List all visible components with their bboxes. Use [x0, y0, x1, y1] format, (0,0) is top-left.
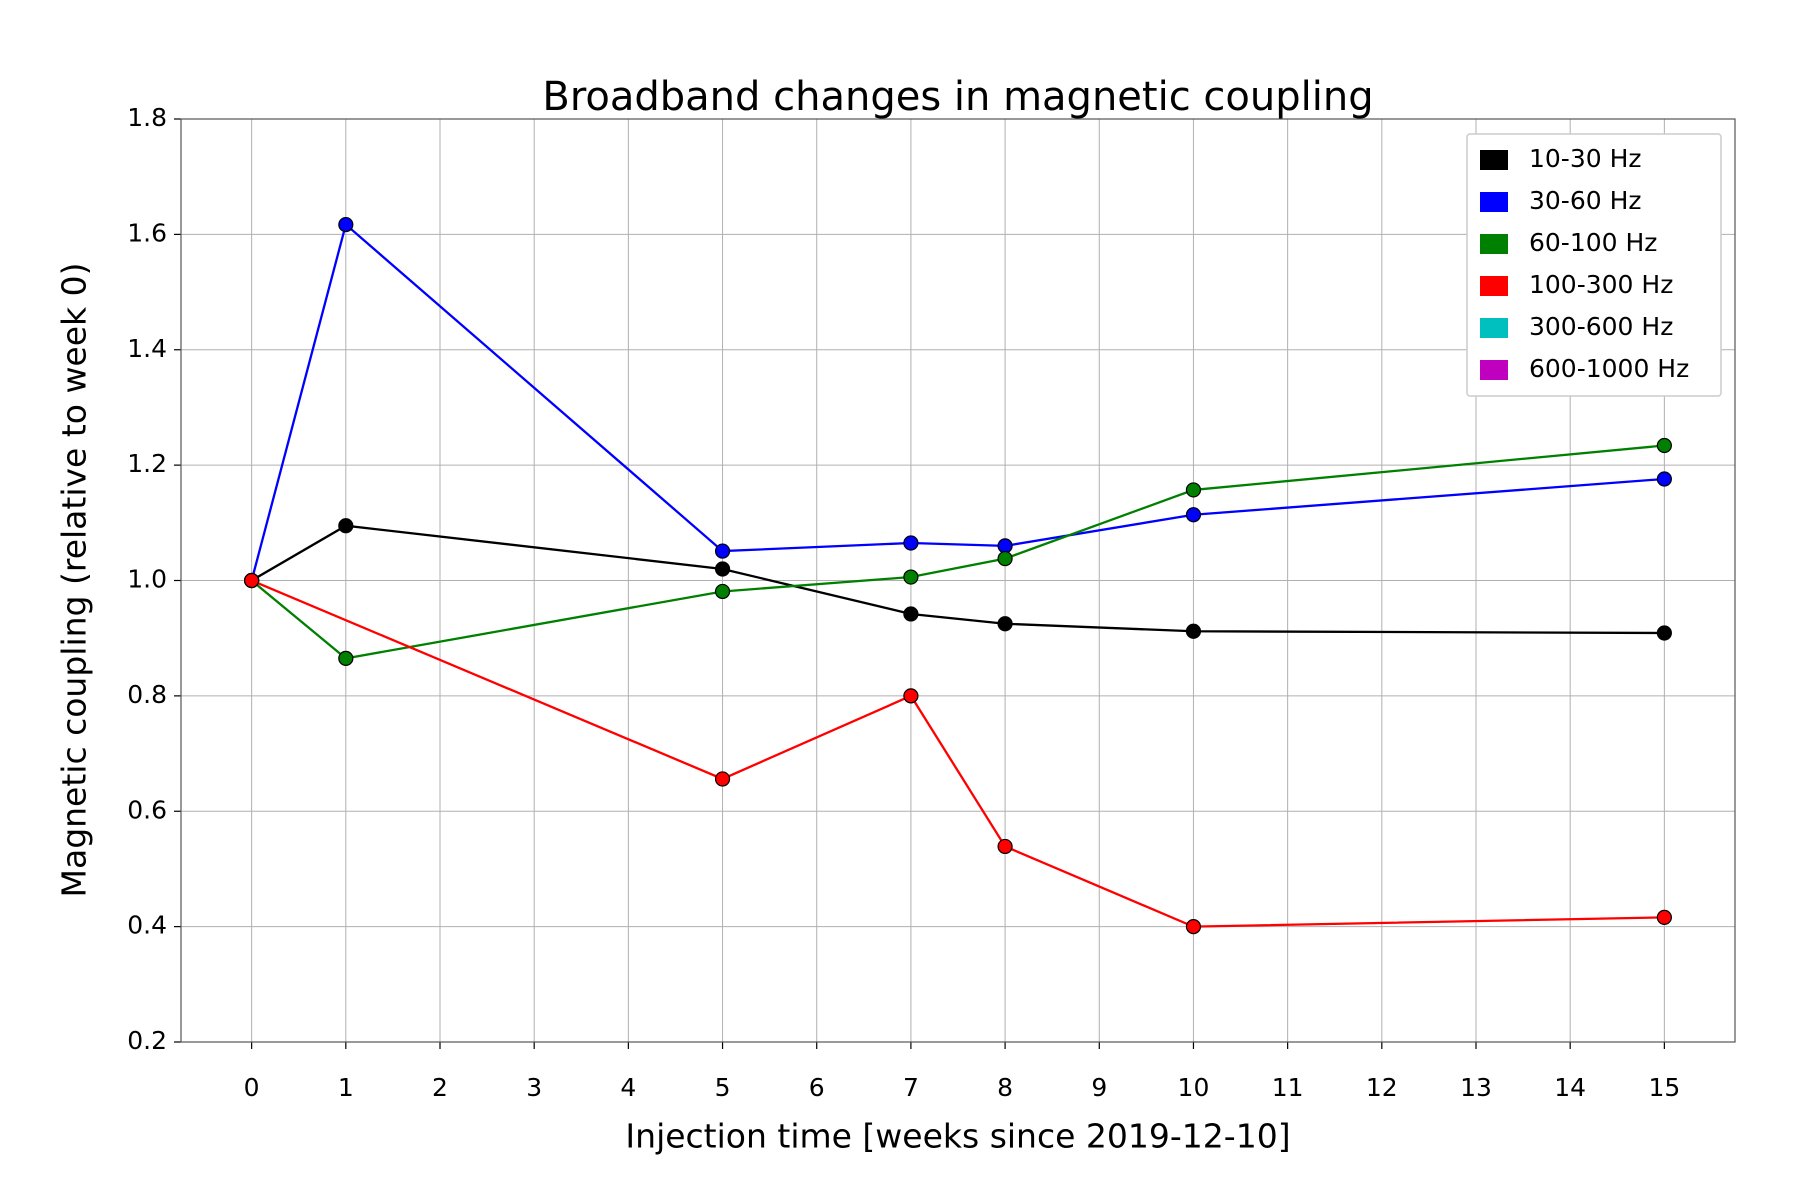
legend-swatch — [1480, 318, 1508, 338]
legend-box — [1466, 133, 1722, 397]
data-point — [1185, 919, 1202, 935]
x-tick-label: 11 — [1272, 1073, 1304, 1102]
x-tick-label: 13 — [1460, 1073, 1492, 1102]
y-tick-label: 1.6 — [127, 218, 167, 247]
x-tick-label: 7 — [903, 1073, 919, 1102]
legend: 10-30 Hz 30-60 Hz 60-100 Hz 100-300 Hz 300-6… — [1466, 133, 1722, 397]
y-tick-label: 0.8 — [127, 680, 167, 709]
data-point — [997, 538, 1013, 554]
legend-label: 30-60 Hz — [1529, 186, 1642, 215]
legend-swatch — [1480, 150, 1508, 170]
x-tick-label: 1 — [338, 1073, 354, 1102]
data-point — [338, 518, 354, 534]
x-tick-label: 5 — [715, 1073, 731, 1102]
x-tick-label: 8 — [997, 1073, 1013, 1102]
data-point — [903, 688, 919, 704]
x-axis-label: Injection time [weeks since 2019-12-10] — [625, 1117, 1290, 1156]
y-tick-label: 0.6 — [127, 795, 167, 824]
y-tick-label: 1.0 — [127, 565, 167, 594]
data-point — [244, 572, 260, 589]
x-tick-label: 12 — [1366, 1073, 1398, 1102]
data-point — [997, 550, 1013, 567]
x-tick-label: 0 — [244, 1073, 260, 1102]
y-axis-label: Magnetic coupling (relative to week 0) — [55, 262, 94, 897]
data-point — [714, 771, 731, 787]
data-point — [903, 569, 919, 585]
y-tick-label: 1.4 — [127, 334, 167, 363]
legend-swatch — [1480, 192, 1508, 212]
y-tick-label: 0.4 — [127, 911, 167, 940]
x-tick-label: 14 — [1554, 1073, 1586, 1102]
x-tick-label: 4 — [620, 1073, 636, 1102]
legend-swatch — [1480, 234, 1508, 254]
data-point — [1185, 482, 1202, 498]
data-point — [714, 543, 731, 559]
x-tick-label: 2 — [432, 1073, 448, 1102]
legend-label: 300-600 Hz — [1529, 312, 1673, 341]
series-line — [250, 222, 1665, 581]
data-point — [1185, 507, 1202, 523]
legend-label: 10-30 Hz — [1529, 144, 1642, 173]
data-point — [997, 838, 1013, 855]
x-tick-label: 15 — [1648, 1073, 1680, 1102]
x-tick-label: 6 — [809, 1073, 825, 1102]
x-tick-label: 10 — [1178, 1073, 1210, 1102]
x-tick-label: 9 — [1091, 1073, 1107, 1102]
series-line — [251, 579, 1665, 928]
data-point — [1656, 909, 1672, 925]
chart-title: Broadband changes in magnetic coupling — [542, 74, 1373, 120]
legend-swatch — [1480, 360, 1508, 380]
data-point — [338, 216, 354, 233]
data-point — [1185, 623, 1202, 639]
data-point — [714, 561, 731, 577]
legend-label: 600-1000 Hz — [1529, 354, 1689, 383]
data-point — [903, 535, 919, 551]
y-tick-label: 1.8 — [127, 103, 167, 132]
legend-label: 100-300 Hz — [1529, 270, 1673, 299]
data-point — [714, 583, 731, 600]
plot-frame — [180, 118, 1736, 1043]
y-tick-label: 1.2 — [127, 449, 167, 478]
series-line — [250, 444, 1665, 660]
data-point — [1656, 437, 1672, 454]
data-point — [903, 606, 919, 622]
legend-swatch — [1480, 276, 1508, 296]
data-point — [1656, 471, 1672, 487]
y-tick-label: 0.2 — [127, 1026, 167, 1055]
data-point — [1656, 625, 1672, 641]
data-point — [338, 650, 354, 666]
series-line — [251, 524, 1665, 635]
legend-label: 60-100 Hz — [1529, 228, 1657, 257]
data-point — [997, 616, 1013, 632]
x-tick-label: 3 — [526, 1073, 542, 1102]
